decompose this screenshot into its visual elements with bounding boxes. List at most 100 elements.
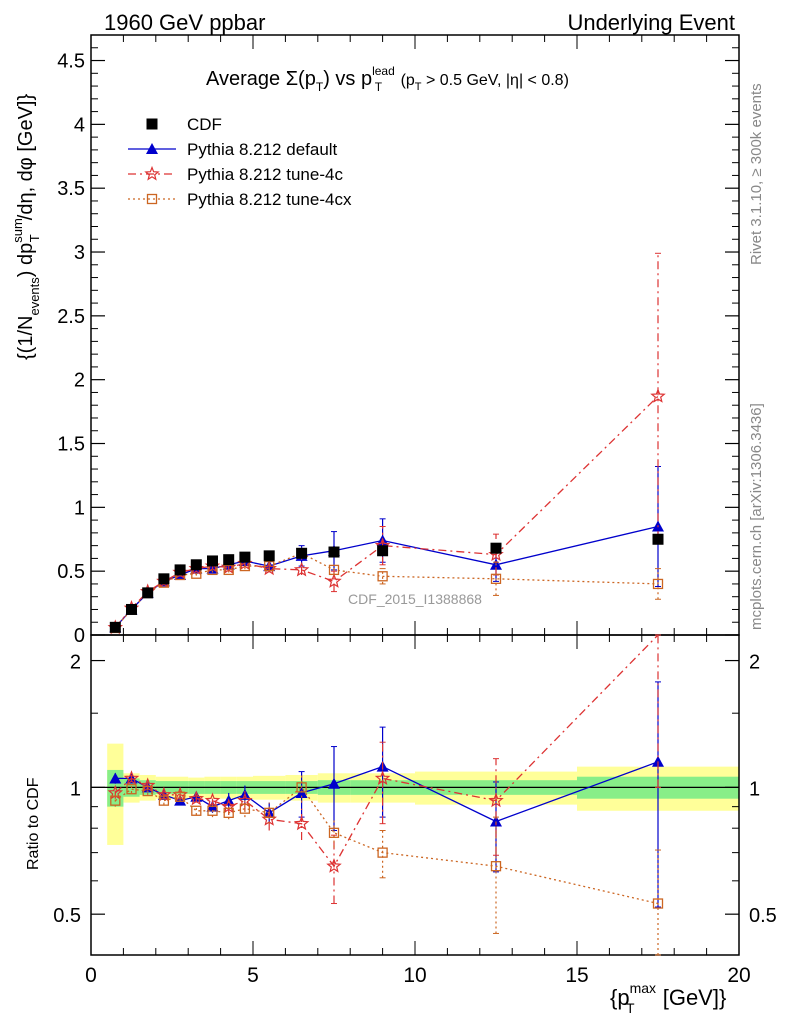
- x-tick-label: 5: [247, 964, 259, 987]
- ratio-data-point: [158, 795, 170, 806]
- data-point: [263, 550, 275, 562]
- ratio-series-line: [114, 786, 659, 905]
- ratio-data-point: [328, 827, 340, 838]
- data-point: [223, 554, 235, 566]
- ratio-plot-panel: 0.5 0.51 12 20 5 10 15 20: [53, 634, 777, 987]
- top-y-tick-label: 1.5: [57, 434, 85, 456]
- data-point: [652, 578, 664, 590]
- ratio-data-point: [652, 755, 664, 767]
- ratio-data-point: [374, 770, 391, 786]
- ratio-data-point: [239, 803, 251, 814]
- ratio-y-tick-label: 2: [70, 652, 81, 674]
- top-y-tick-label: 2: [74, 370, 85, 392]
- ratio-data-point: [237, 792, 253, 808]
- ratio-data-point: [204, 792, 221, 808]
- ratio-data-point: [223, 807, 234, 818]
- x-tick-label: 20: [727, 964, 750, 987]
- header-right: Underlying Event: [567, 10, 735, 35]
- data-point: [650, 388, 666, 403]
- ratio-data-point: [652, 898, 664, 909]
- ratio-data-point: [377, 847, 388, 858]
- legend-entry: CDF: [146, 115, 222, 134]
- ratio-y-tick-label-right: 2: [749, 652, 760, 674]
- x-tick-label: 10: [403, 964, 426, 987]
- data-point: [109, 621, 121, 633]
- legend-marker: [146, 193, 158, 205]
- ratio-data-point: [490, 815, 502, 827]
- legend-label: Pythia 8.212 default: [187, 140, 338, 159]
- top-y-tick-label: 2.5: [57, 306, 85, 328]
- data-point: [490, 542, 502, 554]
- ratio-data-point: [188, 790, 205, 806]
- data-point: [296, 547, 308, 559]
- ratio-data-point: [123, 770, 140, 786]
- ratio-data-point: [142, 785, 153, 797]
- ratio-y-tick-label-right: 0.5: [749, 905, 777, 927]
- top-y-tick-label: 4: [74, 114, 85, 136]
- data-point: [207, 555, 218, 567]
- x-tick-label: 15: [565, 964, 588, 987]
- ratio-data-point: [109, 772, 122, 784]
- data-point: [377, 571, 388, 582]
- data-point: [239, 551, 251, 563]
- data-point: [142, 587, 154, 599]
- legend-label: Pythia 8.212 tune-4c: [187, 165, 343, 184]
- ratio-y-tick-label-right: 1: [749, 778, 760, 800]
- data-point: [328, 546, 340, 558]
- legend-entry: Pythia 8.212 default: [128, 140, 338, 159]
- analysis-watermark: CDF_2015_I1388868: [348, 591, 482, 607]
- ratio-data-point: [207, 805, 218, 816]
- ratio-data-point: [174, 791, 186, 802]
- data-point: [158, 573, 170, 585]
- ratio-y-tick-label: 0.5: [53, 905, 81, 927]
- plot-title: Average Σ(pT) vs plead T (pT > 0.5 GeV, |…: [206, 64, 569, 94]
- top-y-tick-label: 4.5: [57, 51, 85, 73]
- ratio-data-point: [488, 792, 504, 808]
- top-y-label: {(1/Nevents) dpsum T/dη, dφ [GeV]}: [10, 94, 42, 360]
- data-point: [490, 573, 502, 584]
- ratio-data-point: [328, 777, 340, 789]
- data-point: [293, 561, 310, 577]
- main-plot-panel: 0 0.5 1 1.5 2 2.5 3 3.5 4 4.5: [57, 34, 740, 647]
- data-point: [652, 533, 664, 545]
- top-y-tick-label: 0: [74, 625, 85, 647]
- legend-entry: Pythia 8.212 tune-4c: [128, 165, 343, 184]
- x-tick-label: 0: [85, 964, 97, 987]
- legend: CDF Pythia 8.212 default Pythia 8.212 tune…: [128, 115, 352, 209]
- legend-label: Pythia 8.212 tune-4cx: [187, 190, 352, 209]
- data-point: [264, 560, 275, 572]
- data-point: [174, 564, 186, 576]
- ratio-series-pythia-8-212-tune-4cx: [110, 773, 664, 956]
- ratio-data-point: [126, 784, 137, 795]
- data-point: [190, 559, 202, 571]
- data-point: [328, 564, 340, 576]
- legend-entry: Pythia 8.212 tune-4cx: [128, 190, 352, 209]
- legend-marker: [146, 143, 158, 154]
- data-point: [326, 573, 342, 588]
- ratio-data-point: [264, 807, 275, 818]
- ratio-data-point: [326, 858, 342, 873]
- rivet-label: Rivet 3.1.10, ≥ 300k events: [748, 83, 765, 265]
- ratio-y-tick-label: 1: [70, 778, 81, 800]
- x-axis-label: {pmax T [GeV]}: [610, 980, 726, 1016]
- legend-label: CDF: [187, 115, 222, 134]
- ratio-data-point: [490, 861, 502, 872]
- top-y-tick-label: 3: [74, 242, 85, 264]
- mcplots-label: mcplots.cern.ch [arXiv:1306.3436]: [748, 403, 765, 630]
- ratio-data-point: [110, 795, 121, 806]
- data-point: [377, 545, 389, 557]
- top-y-tick-label: 1: [74, 497, 85, 519]
- ratio-series-line: [114, 634, 659, 868]
- top-y-tick-label: 3.5: [57, 178, 85, 200]
- top-y-tick-label: 0.5: [57, 561, 85, 583]
- ratio-data-point: [156, 786, 172, 802]
- legend-marker: [146, 118, 158, 130]
- legend-marker: [144, 165, 160, 181]
- ratio-data-point: [191, 805, 202, 816]
- ratio-y-label: Ratio to CDF: [25, 777, 42, 870]
- data-point: [223, 564, 234, 576]
- data-point: [126, 603, 137, 615]
- series-cdf: [109, 533, 664, 633]
- header-left: 1960 GeV ppbar: [104, 10, 265, 35]
